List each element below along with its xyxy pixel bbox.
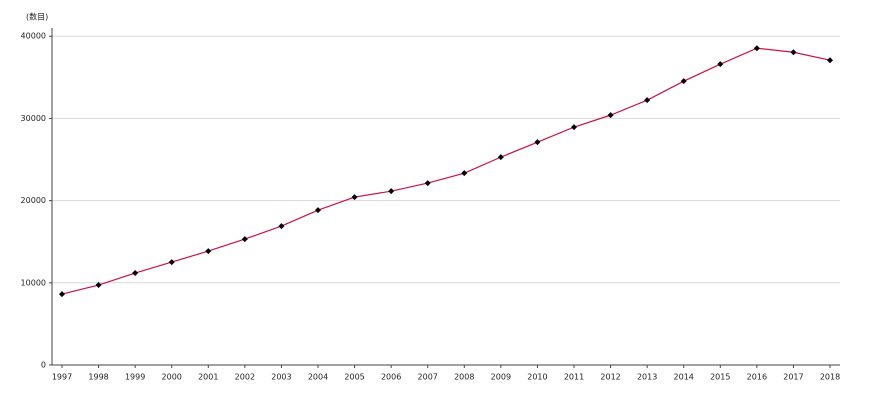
data-point bbox=[388, 188, 395, 195]
x-tick-label: 2007 bbox=[418, 373, 438, 382]
data-point bbox=[461, 170, 468, 177]
x-tick-label: 2009 bbox=[491, 373, 511, 382]
data-point bbox=[132, 270, 139, 277]
data-point bbox=[571, 124, 577, 131]
data-point bbox=[753, 45, 760, 52]
data-point bbox=[680, 78, 687, 85]
data-point bbox=[717, 61, 724, 68]
x-tick-label: 2011 bbox=[564, 373, 584, 382]
data-point bbox=[644, 97, 651, 104]
data-point bbox=[497, 154, 504, 161]
data-point bbox=[351, 194, 358, 201]
data-point bbox=[59, 291, 65, 298]
y-tick-label: 20000 bbox=[21, 196, 46, 205]
x-tick-label: 2000 bbox=[162, 373, 182, 382]
data-point bbox=[205, 248, 212, 255]
y-tick-label: 0 bbox=[41, 361, 46, 370]
x-tick-label: 2002 bbox=[235, 373, 255, 382]
x-tick-label: 2001 bbox=[198, 373, 218, 382]
data-point bbox=[827, 57, 833, 64]
x-tick-label: 2005 bbox=[344, 373, 364, 382]
x-tick-label: 2016 bbox=[747, 373, 767, 382]
y-tick-label: 10000 bbox=[21, 278, 46, 287]
x-tick-label: 1999 bbox=[125, 373, 145, 382]
data-point bbox=[241, 236, 248, 243]
x-tick-label: 2004 bbox=[308, 373, 328, 382]
x-tick-label: 2013 bbox=[637, 373, 657, 382]
x-tick-label: 2008 bbox=[454, 373, 474, 382]
x-tick-label: 2006 bbox=[381, 373, 401, 382]
x-tick-label: 2012 bbox=[600, 373, 620, 382]
y-tick-label: 40000 bbox=[21, 32, 46, 41]
data-point bbox=[168, 259, 175, 266]
x-tick-label: 2017 bbox=[783, 373, 803, 382]
x-tick-label: 2018 bbox=[820, 373, 840, 382]
data-point bbox=[790, 49, 797, 56]
y-axis-label: (数目) bbox=[26, 12, 48, 22]
x-tick-label: 2014 bbox=[674, 373, 694, 382]
x-tick-label: 1997 bbox=[52, 373, 72, 382]
x-tick-label: 1998 bbox=[88, 373, 108, 382]
data-point bbox=[95, 282, 102, 289]
x-tick-label: 2003 bbox=[271, 373, 291, 382]
data-point bbox=[424, 180, 431, 187]
data-point bbox=[607, 112, 614, 119]
data-point bbox=[278, 223, 285, 230]
data-point bbox=[315, 207, 321, 214]
y-tick-label: 30000 bbox=[21, 114, 46, 123]
x-tick-label: 2010 bbox=[527, 373, 547, 382]
x-tick-label: 2015 bbox=[710, 373, 730, 382]
data-point bbox=[534, 139, 541, 146]
series-line bbox=[61, 47, 831, 295]
